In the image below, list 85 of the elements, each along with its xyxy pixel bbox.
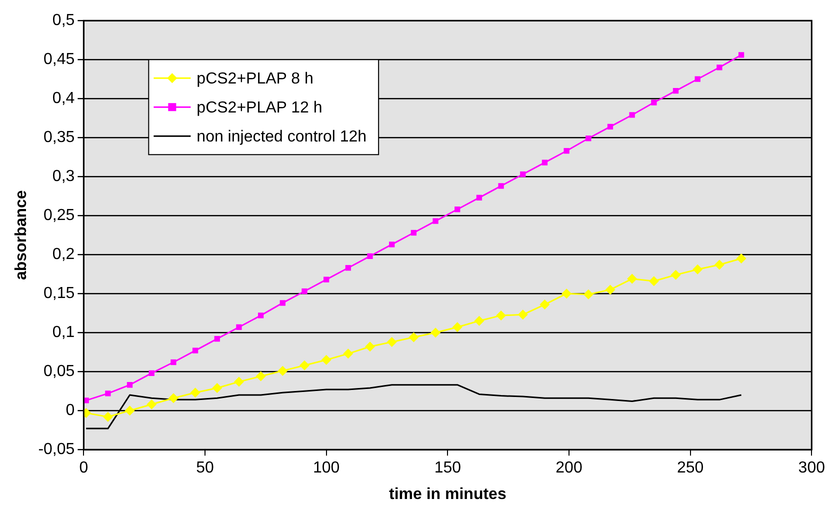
point [124,406,135,416]
point [714,260,724,270]
y-tick-label: 0,35 [44,129,75,146]
x-tick-label: 250 [676,460,704,477]
point [520,171,526,178]
point [605,284,616,295]
point [408,332,419,342]
x-tick-label: 300 [798,460,826,477]
y-tick-label: -0,05 [38,441,75,458]
point [672,88,679,94]
point [105,390,111,396]
point [670,270,681,280]
point [365,342,376,352]
point [367,253,373,259]
point [386,336,397,347]
point [542,160,548,166]
point [476,194,482,200]
y-tick-label: 0,4 [52,90,75,108]
point [236,324,242,330]
y-tick-label: 0,45 [44,51,75,68]
point [168,393,178,404]
point [146,399,157,410]
point [84,398,89,404]
x-tick-label: 150 [434,460,462,477]
point [694,76,700,82]
point [586,136,592,142]
y-tick-label: 0,15 [44,285,75,302]
point [540,300,550,310]
point [454,206,460,212]
point [278,366,288,376]
point [629,112,635,118]
point [432,218,438,224]
point [716,64,722,70]
y-tick-label: 0,1 [52,324,75,342]
point [738,52,744,58]
point [302,288,308,294]
point [389,242,395,248]
y-axis-title: absorbance [13,190,30,280]
point [496,310,506,320]
point [258,312,264,318]
point [321,354,332,365]
x-axis-title: time in minutes [388,486,506,503]
point [692,264,703,274]
point [498,183,504,189]
point [607,124,614,130]
point [148,370,154,376]
point [651,100,657,106]
point [345,265,351,271]
point [627,274,638,284]
point [190,388,200,398]
x-tick-label: 50 [196,460,214,477]
point [564,148,570,154]
point [170,359,176,366]
x-tick-label: 200 [556,460,582,477]
point [299,360,310,370]
legend-label: non injected control 12h [196,128,367,146]
point [583,289,594,300]
y-tick-label: 0,2 [52,246,75,264]
point [410,230,417,236]
point [518,310,528,320]
point [648,276,659,286]
point [324,276,330,282]
point [452,322,462,332]
y-tick-label: 0,05 [44,363,75,380]
legend-label: pCS2+PLAP 8 h [196,70,314,88]
point [126,382,133,388]
point [214,336,220,342]
y-tick-label: 0,5 [52,12,75,30]
y-tick-label: 0,3 [52,168,75,186]
x-tick-label: 0 [79,460,88,477]
point [430,328,441,338]
point [343,348,354,359]
point [256,371,266,382]
point [736,254,746,264]
point [212,382,222,393]
point [234,376,244,387]
point [102,412,113,422]
x-tick-label: 100 [312,460,340,477]
point [474,316,484,326]
point [280,300,286,306]
point [562,288,572,299]
legend-label: pCS2+PLAP 12 h [196,100,322,117]
point [192,348,198,354]
y-tick-label: 0,25 [44,207,75,224]
y-tick-label: 0 [66,402,75,420]
